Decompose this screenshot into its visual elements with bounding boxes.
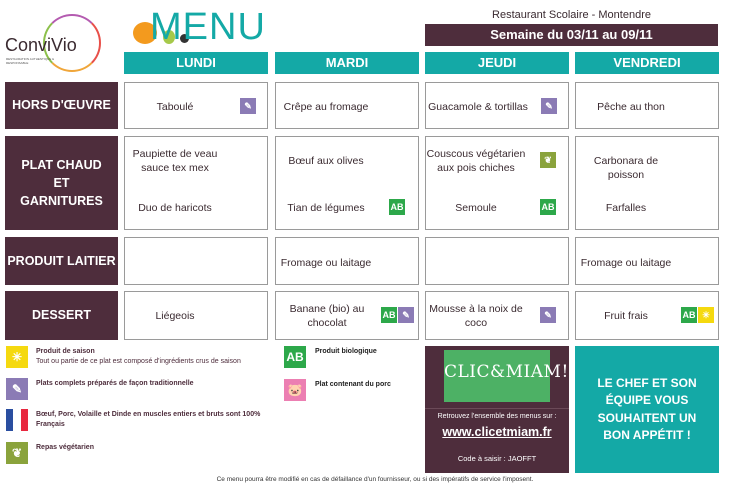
legend-season-title: Produit de saison xyxy=(36,348,95,355)
dish: Couscous végétarien aux pois chiches xyxy=(426,148,526,175)
legend-french: Bœuf, Porc, Volaille et Dinde en muscles… xyxy=(36,411,261,428)
dish: Bœuf aux olives xyxy=(288,155,364,167)
menu-cell: Crêpe au fromage xyxy=(275,82,419,129)
menu-cell: Paupiette de veau sauce tex mex Duo de h… xyxy=(124,136,268,230)
dish: Pêche au thon xyxy=(597,101,665,113)
restaurant-name: Restaurant Scolaire - Montendre xyxy=(492,9,651,21)
promo-text: Retrouvez l'ensemble des menus sur : xyxy=(437,413,557,420)
menu-cell: Pêche au thon xyxy=(575,82,719,129)
clicetmiam-logo: CLIC&MIAM! xyxy=(444,350,568,402)
season-icon: ✳ xyxy=(6,346,28,368)
dish: Guacamole & tortillas xyxy=(428,101,528,113)
legend-pork: Plat contenant du porc xyxy=(315,381,391,388)
season-icon: ✳ xyxy=(698,307,714,323)
dish: Farfalles xyxy=(605,202,647,214)
dish: Banane (bio) au chocolat xyxy=(289,303,365,330)
brand-tagline: RESTAURATION AUTHENTIQUE & RESPONSABLE xyxy=(6,57,55,65)
row-label-produit-laitier: PRODUIT LAITIER xyxy=(5,237,118,285)
brand-name: ConviVio xyxy=(5,35,77,55)
menu-cell: Guacamole & tortillas ✎ xyxy=(425,82,569,129)
day-header-lundi: LUNDI xyxy=(124,52,268,74)
menu-cell: Mousse à la noix de coco ✎ xyxy=(425,291,569,340)
dish: Tian de légumes xyxy=(287,202,365,214)
menu-cell: Fromage ou laitage xyxy=(275,237,419,285)
dish: Paupiette de veau sauce tex mex xyxy=(132,148,218,175)
menu-cell: Banane (bio) au chocolat AB ✎ xyxy=(275,291,419,340)
clicetmiam-panel: CLIC&MIAM! Retrouvez l'ensemble des menu… xyxy=(425,346,569,473)
vegetarian-icon: ❦ xyxy=(540,152,556,168)
dish: Carbonara de poisson xyxy=(593,155,659,182)
footer-note: Ce menu pourra être modifié en cas de dé… xyxy=(216,476,534,483)
menu-cell: Taboulé ✎ xyxy=(124,82,268,129)
page-title: MENU xyxy=(150,6,266,48)
menu-cell: Carbonara de poisson Farfalles xyxy=(575,136,719,230)
dish: Taboulé xyxy=(156,101,194,113)
legend-season: Produit de saison Tout ou partie de ce pl… xyxy=(36,347,241,367)
dish: Semoule xyxy=(455,202,497,214)
whisk-icon: ✎ xyxy=(398,307,414,323)
legend-traditional: Plats complets préparés de façon traditi… xyxy=(36,380,194,387)
promo-url-link[interactable]: www.clicetmiam.fr xyxy=(442,425,552,439)
week-banner: Semaine du 03/11 au 09/11 xyxy=(425,24,718,46)
bio-icon: AB xyxy=(540,199,556,215)
promo-code: Code à saisir : JAOFFT xyxy=(457,454,537,463)
bio-icon: AB xyxy=(284,346,306,368)
chef-message: LE CHEF ET SON ÉQUIPE VOUS SOUHAITENT UN… xyxy=(575,346,719,473)
menu-cell xyxy=(425,237,569,285)
vegetarian-icon: ❦ xyxy=(6,442,28,464)
day-header-vendredi: VENDREDI xyxy=(575,52,719,74)
day-header-jeudi: JEUDI xyxy=(425,52,569,74)
dish: Fruit frais xyxy=(604,310,648,322)
french-flag-icon xyxy=(6,409,28,431)
dish: Crêpe au fromage xyxy=(283,101,369,113)
row-label-dessert: DESSERT xyxy=(5,291,118,340)
menu-cell: Couscous végétarien aux pois chiches ❦ S… xyxy=(425,136,569,230)
fruit-decoration xyxy=(133,18,193,48)
menu-cell: Fruit frais AB ✳ xyxy=(575,291,719,340)
pork-icon: 🐷 xyxy=(284,379,306,401)
chef-message-text: LE CHEF ET SON ÉQUIPE VOUS SOUHAITENT UN… xyxy=(597,375,697,442)
legend-vegetarian: Repas végétarien xyxy=(36,444,94,451)
row-label-hors-doeuvre: HORS D'ŒUVRE xyxy=(5,82,118,129)
convivio-logo: ConviVio RESTAURATION AUTHENTIQUE & RESP… xyxy=(5,14,101,74)
whisk-icon: ✎ xyxy=(6,378,28,400)
legend-season-desc: Tout ou partie de ce plat est composé d'… xyxy=(36,357,241,365)
dish: Mousse à la noix de coco xyxy=(429,303,523,330)
menu-cell: Liégeois xyxy=(124,291,268,340)
dish: Fromage ou laitage xyxy=(280,257,372,269)
dish: Fromage ou laitage xyxy=(580,257,672,269)
bio-icon: AB xyxy=(389,199,405,215)
whisk-icon: ✎ xyxy=(540,307,556,323)
menu-cell: Fromage ou laitage xyxy=(575,237,719,285)
whisk-icon: ✎ xyxy=(541,98,557,114)
row-label-plat-chaud: PLAT CHAUD ET GARNITURES xyxy=(5,136,118,230)
whisk-icon: ✎ xyxy=(240,98,256,114)
bio-icon: AB xyxy=(681,307,697,323)
menu-cell: Bœuf aux olives Tian de légumes AB xyxy=(275,136,419,230)
menu-cell xyxy=(124,237,268,285)
bio-icon: AB xyxy=(381,307,397,323)
legend-bio: Produit biologique xyxy=(315,348,377,355)
day-header-mardi: MARDI xyxy=(275,52,419,74)
dish: Duo de haricots xyxy=(138,202,212,214)
dish: Liégeois xyxy=(155,310,195,322)
